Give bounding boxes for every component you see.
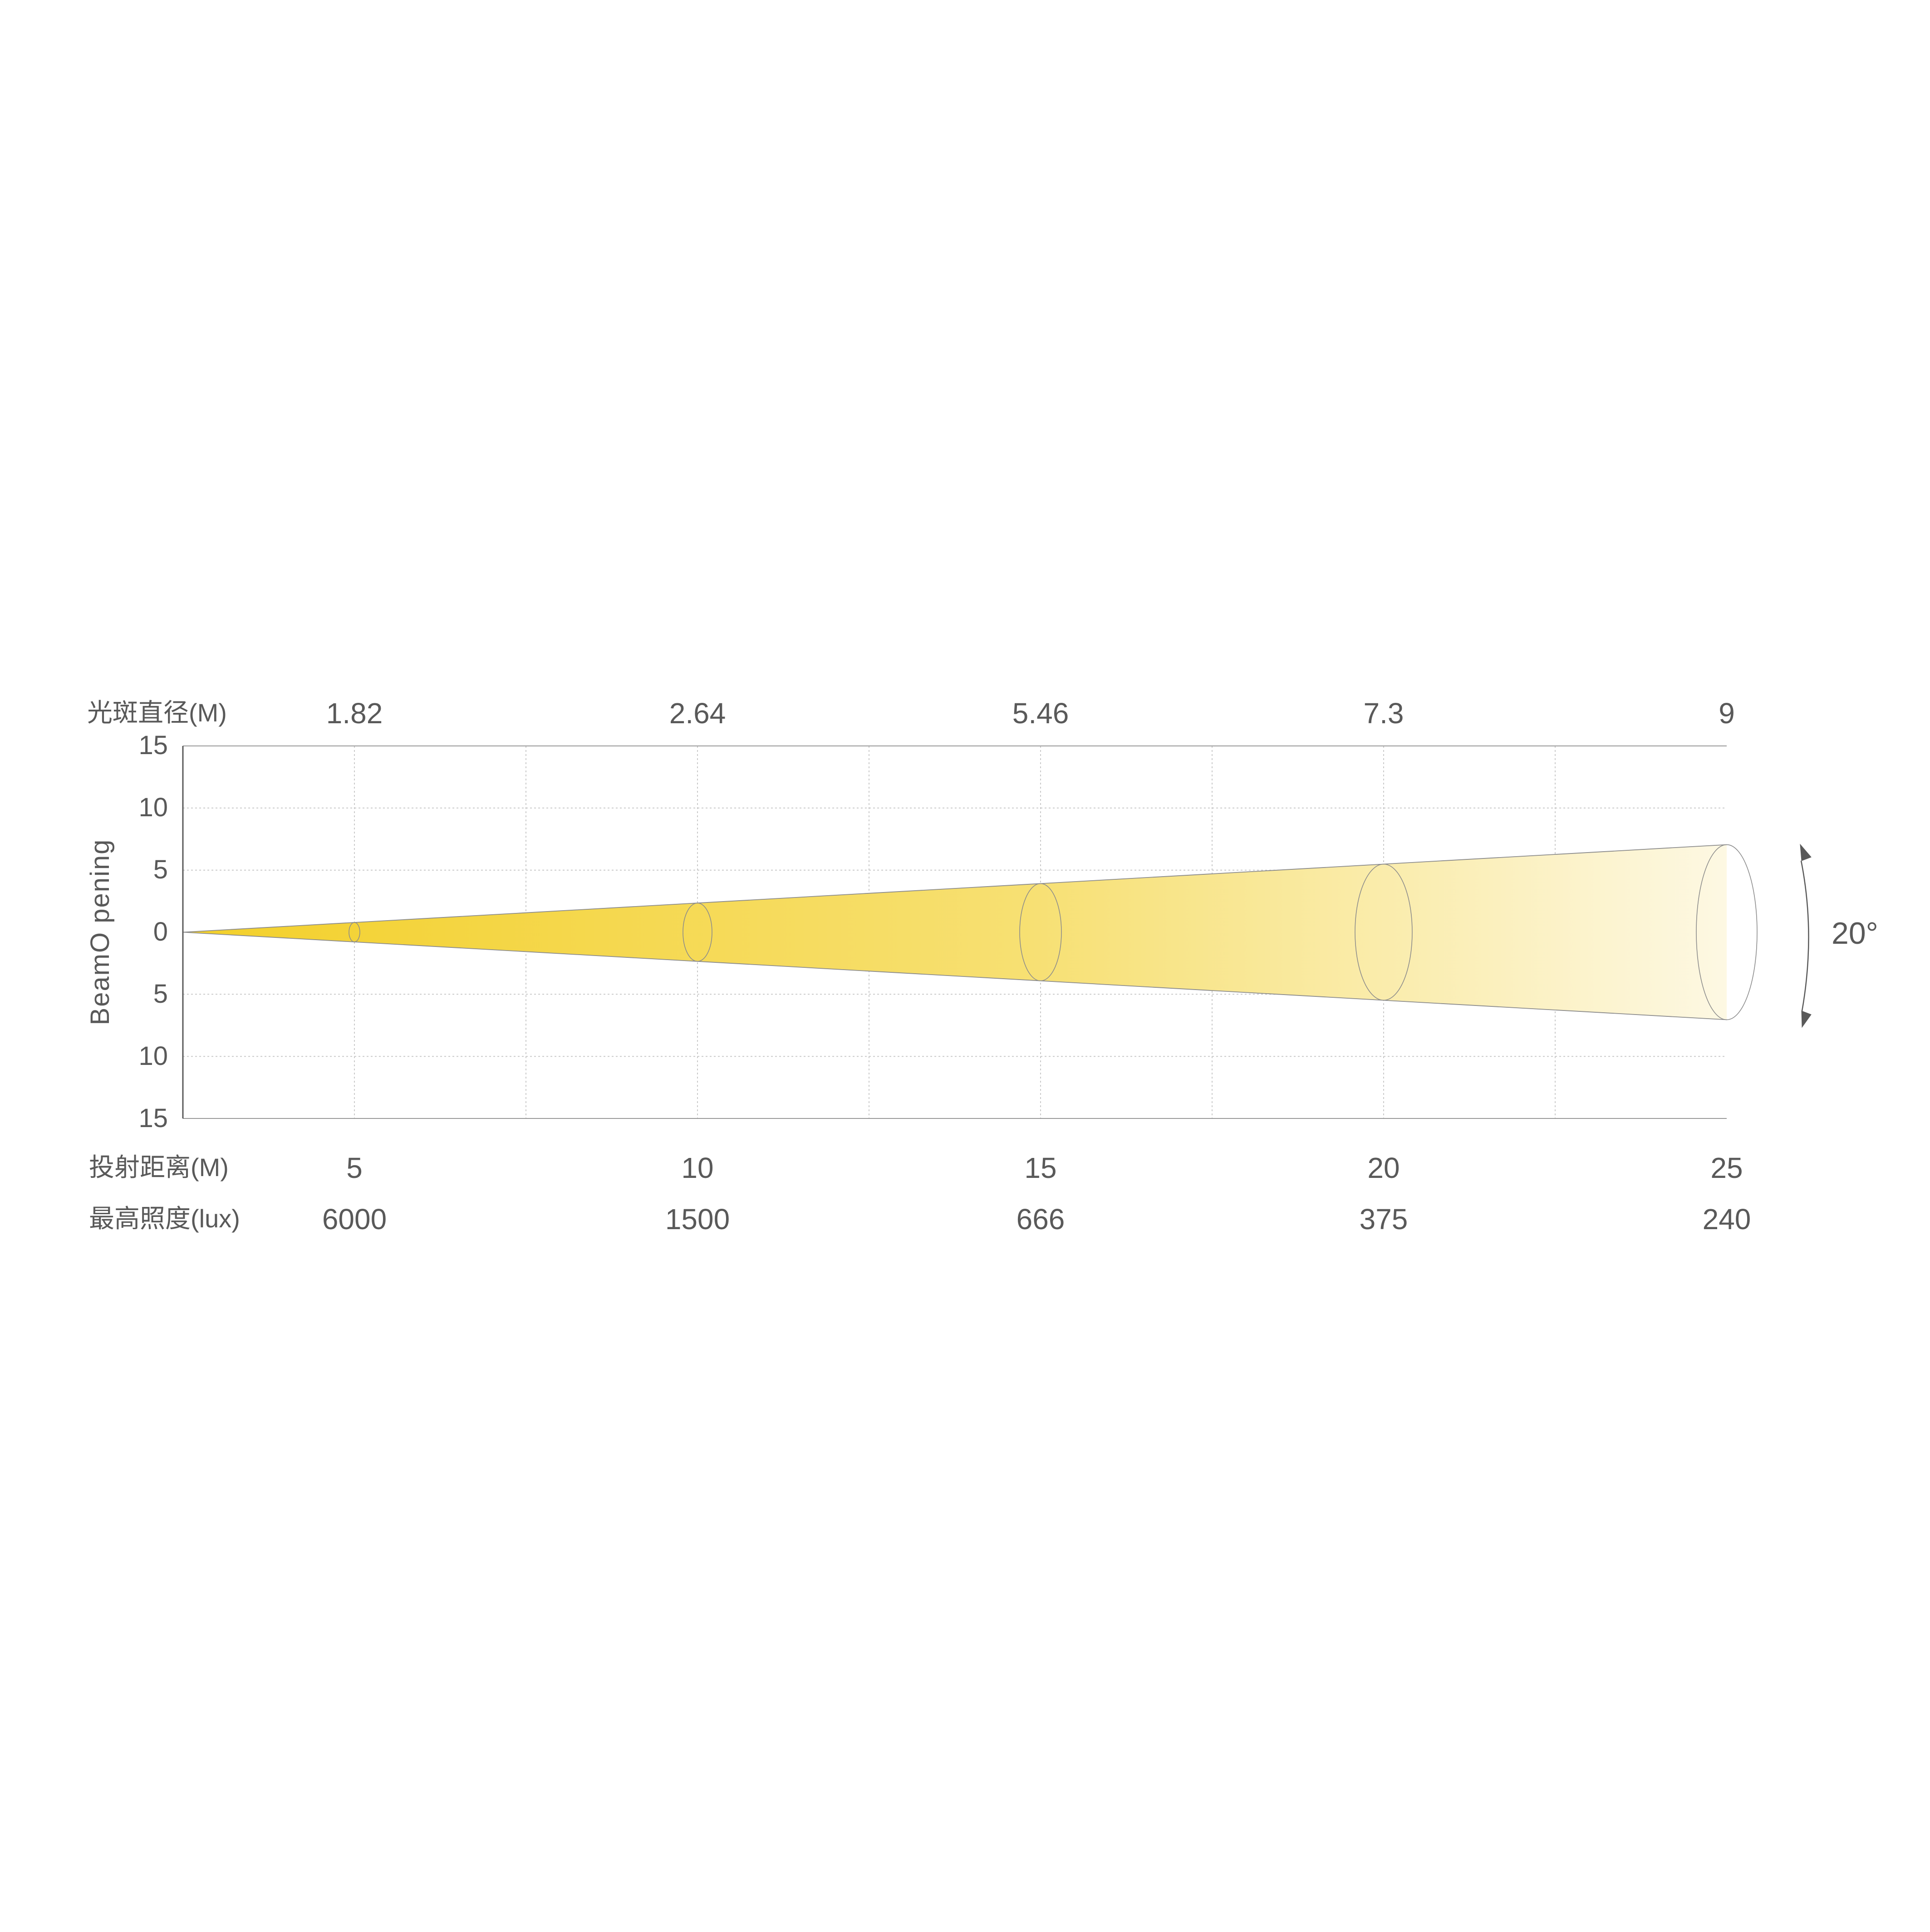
svg-text:BeamO pening: BeamO pening: [85, 839, 115, 1025]
svg-text:10: 10: [138, 793, 168, 822]
svg-text:光斑直径(M): 光斑直径(M): [87, 698, 227, 727]
svg-text:5: 5: [153, 979, 168, 1009]
svg-text:0: 0: [153, 917, 168, 946]
svg-text:15: 15: [138, 1103, 168, 1133]
svg-text:投射距离(M): 投射距离(M): [89, 1153, 229, 1182]
svg-text:1.82: 1.82: [326, 697, 383, 730]
svg-text:10: 10: [681, 1152, 713, 1184]
svg-text:7.3: 7.3: [1364, 697, 1404, 730]
svg-text:25: 25: [1710, 1152, 1743, 1184]
svg-text:2.64: 2.64: [669, 697, 726, 730]
svg-text:15: 15: [138, 731, 168, 760]
svg-text:375: 375: [1360, 1203, 1408, 1236]
svg-text:10: 10: [138, 1041, 168, 1071]
svg-text:6000: 6000: [322, 1203, 387, 1236]
svg-text:1500: 1500: [665, 1203, 730, 1236]
svg-text:15: 15: [1024, 1152, 1056, 1184]
svg-text:20°: 20°: [1832, 916, 1878, 951]
svg-text:5: 5: [346, 1152, 363, 1184]
svg-text:5: 5: [153, 855, 168, 884]
svg-text:9: 9: [1719, 697, 1735, 730]
svg-text:240: 240: [1703, 1203, 1751, 1236]
svg-text:5.46: 5.46: [1012, 697, 1069, 730]
svg-text:666: 666: [1017, 1203, 1065, 1236]
svg-text:20: 20: [1367, 1152, 1400, 1184]
svg-text:最高照度(lux): 最高照度(lux): [89, 1204, 240, 1233]
